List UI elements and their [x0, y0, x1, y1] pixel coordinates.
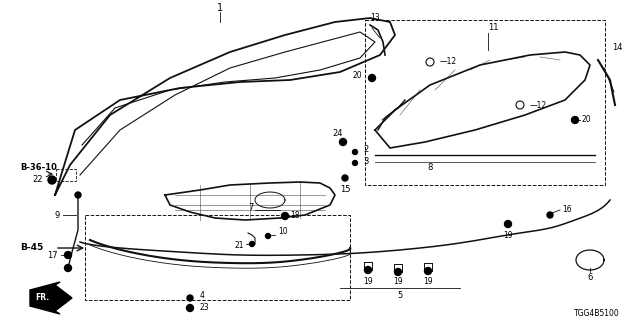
Text: B-36-10: B-36-10 [20, 163, 57, 172]
Circle shape [250, 242, 255, 246]
Text: 19: 19 [503, 230, 513, 239]
Text: 17: 17 [47, 251, 58, 260]
Circle shape [353, 149, 358, 155]
Text: 8: 8 [428, 164, 433, 172]
Text: —12: —12 [440, 58, 457, 67]
Circle shape [353, 161, 358, 165]
Text: —12: —12 [530, 100, 547, 109]
Circle shape [369, 75, 376, 82]
Text: 23: 23 [200, 303, 210, 313]
Circle shape [65, 252, 72, 259]
Text: 11: 11 [488, 23, 499, 33]
Text: 22: 22 [33, 175, 43, 185]
Circle shape [186, 305, 193, 311]
Text: 1: 1 [217, 3, 223, 13]
Circle shape [342, 175, 348, 181]
Polygon shape [30, 282, 72, 314]
Circle shape [339, 139, 346, 146]
Text: 9: 9 [55, 211, 60, 220]
Text: 20: 20 [582, 116, 591, 124]
Text: 3: 3 [363, 157, 369, 166]
Text: 19: 19 [393, 277, 403, 286]
Text: 5: 5 [397, 291, 403, 300]
Text: FR.: FR. [35, 293, 49, 302]
Text: 19: 19 [363, 277, 373, 286]
Text: 21: 21 [234, 241, 244, 250]
Circle shape [282, 212, 289, 220]
Circle shape [394, 268, 401, 276]
Circle shape [424, 268, 431, 275]
Text: 15: 15 [340, 186, 350, 195]
Text: 20: 20 [353, 70, 362, 79]
Circle shape [547, 212, 553, 218]
Circle shape [65, 265, 72, 271]
Text: 24: 24 [333, 129, 343, 138]
Text: B-45: B-45 [20, 244, 44, 252]
Text: 7: 7 [248, 204, 253, 212]
Bar [56, 169, 76, 181]
Circle shape [426, 58, 434, 66]
Text: TGG4B5100: TGG4B5100 [574, 309, 620, 318]
Text: 13: 13 [370, 13, 380, 22]
Bar [85, 215, 350, 300]
Text: 19: 19 [423, 277, 433, 286]
Text: 16: 16 [562, 205, 572, 214]
Circle shape [75, 192, 81, 198]
Circle shape [266, 234, 271, 238]
Text: 6: 6 [588, 274, 593, 283]
Circle shape [516, 101, 524, 109]
Text: 10: 10 [278, 228, 287, 236]
Circle shape [572, 116, 579, 124]
Circle shape [365, 267, 371, 274]
Circle shape [187, 295, 193, 301]
Text: 2: 2 [363, 146, 368, 155]
Text: 4: 4 [200, 292, 205, 300]
Text: 14: 14 [612, 44, 623, 52]
Bar [365, 20, 605, 185]
Circle shape [48, 176, 56, 184]
Text: 18: 18 [290, 212, 300, 220]
Circle shape [504, 220, 511, 228]
